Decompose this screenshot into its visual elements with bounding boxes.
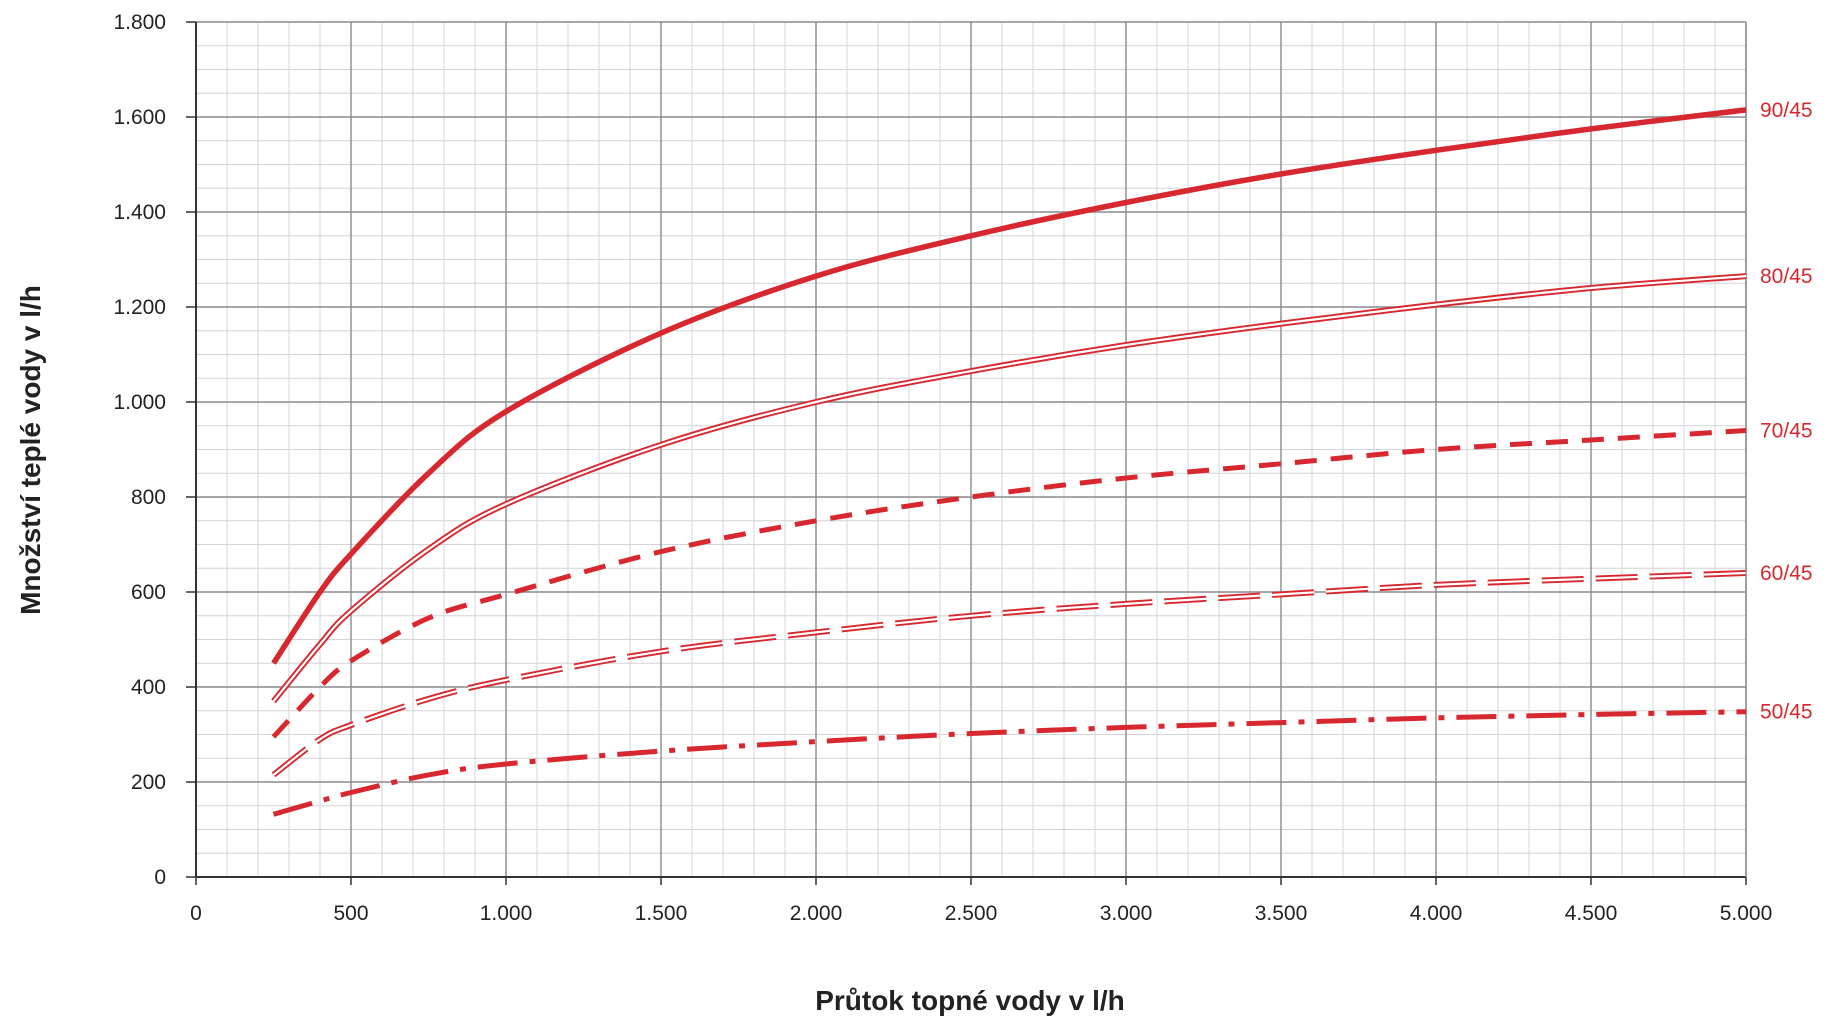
series-label: 60/45 (1760, 562, 1813, 585)
x-tick-label: 1.500 (635, 902, 688, 925)
x-axis-title: Průtok topné vody v l/h (815, 985, 1125, 1016)
x-tick-label: 1.000 (480, 902, 533, 925)
series-label: 50/45 (1760, 701, 1813, 724)
y-tick-label: 1.800 (113, 11, 166, 34)
series-label: 90/45 (1760, 99, 1813, 122)
x-tick-label: 3.000 (1100, 902, 1153, 925)
x-tick-label: 2.500 (945, 902, 998, 925)
series-line (271, 570, 1747, 778)
x-tick-labels: 0 500 1.000 1.500 2.000 2.500 3.000 3.500 4.000 4… (190, 902, 1772, 925)
x-tick-label: 5.000 (1720, 902, 1773, 925)
series-60-45 (271, 570, 1747, 778)
y-tick-label: 400 (131, 676, 166, 699)
series-lines (271, 107, 1747, 817)
series-label: 70/45 (1760, 420, 1813, 443)
series-labels: 90/45 80/45 70/45 60/45 50/45 (1760, 99, 1813, 724)
y-tick-label: 200 (131, 771, 166, 794)
series-line (271, 273, 1747, 704)
series-line (271, 428, 1747, 739)
x-tick-label: 4.500 (1565, 902, 1618, 925)
y-tick-labels: 0 200 400 600 800 1.000 1.200 1.400 1.600 1.800 (113, 11, 166, 889)
series-50-45 (272, 709, 1747, 817)
y-axis-title: Množství teplé vody v l/h (15, 285, 46, 615)
x-tick-label: 0 (190, 902, 202, 925)
series-line (272, 275, 1747, 702)
y-tick-label: 1.400 (113, 201, 166, 224)
major-grid (195, 21, 1747, 878)
x-tick-label: 4.000 (1410, 902, 1463, 925)
series-70-45 (271, 428, 1747, 739)
y-tick-label: 1.200 (113, 296, 166, 319)
y-tick-label: 1.600 (113, 106, 166, 129)
series-80-45 (271, 273, 1747, 704)
x-tick-label: 3.500 (1255, 902, 1308, 925)
series-line (272, 709, 1747, 817)
y-tick-label: 800 (131, 486, 166, 509)
x-tick-label: 2.000 (790, 902, 843, 925)
axes (186, 21, 1747, 885)
series-label: 80/45 (1760, 265, 1813, 288)
y-tick-label: 600 (131, 581, 166, 604)
y-tick-label: 0 (154, 866, 166, 889)
series-90-45 (271, 107, 1747, 665)
series-line (271, 107, 1747, 665)
x-tick-label: 500 (333, 902, 368, 925)
series-line (272, 571, 1747, 776)
y-tick-label: 1.000 (113, 391, 166, 414)
